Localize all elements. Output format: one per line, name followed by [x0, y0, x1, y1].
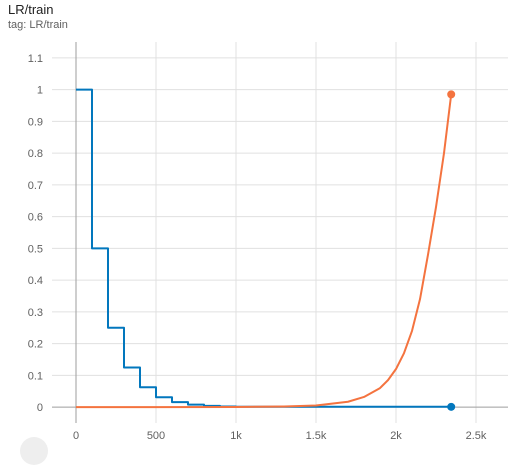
y-tick-label: 0.7: [28, 180, 43, 192]
series-line-2[interactable]: [76, 94, 453, 409]
series-end-marker-1[interactable]: [447, 402, 456, 411]
y-tick-label: 1: [37, 85, 43, 97]
x-tick-label: 2.5k: [466, 430, 487, 442]
corner-button[interactable]: [20, 437, 48, 465]
series-end-markers: [447, 90, 456, 411]
y-tick-label: 0.6: [28, 212, 43, 224]
y-tick-label: 0.3: [28, 307, 43, 319]
x-tick-label: 1.5k: [306, 430, 327, 442]
line-chart[interactable]: 0 0.1 0.2 0.3 0.4 0.5 0.6 0.7 0.8 0.9 1 1.1 0 500 1k 1…: [0, 0, 509, 449]
y-tick-label: 0.5: [28, 243, 43, 255]
axes: [52, 42, 508, 423]
x-tick-label: 0: [73, 430, 79, 442]
grid-lines: [52, 42, 508, 423]
x-tick-label: 2k: [390, 430, 402, 442]
x-axis-tick-labels: 0 500 1k 1.5k 2k 2.5k: [73, 430, 487, 442]
series-lines: [76, 88, 453, 409]
chart-subtitle: tag: LR/train: [8, 19, 68, 31]
y-axis-tick-labels: 0 0.1 0.2 0.3 0.4 0.5 0.6 0.7 0.8 0.9 1 1.1: [28, 53, 43, 414]
y-tick-label: 0.1: [28, 370, 43, 382]
y-tick-label: 0.4: [28, 275, 43, 287]
chart-title: LR/train: [8, 2, 54, 17]
series-end-marker-2[interactable]: [447, 90, 456, 99]
x-tick-label: 1k: [230, 430, 242, 442]
y-tick-label: 0.8: [28, 148, 43, 160]
y-tick-label: 0.2: [28, 339, 43, 351]
y-tick-label: 1.1: [28, 53, 43, 65]
y-tick-label: 0.9: [28, 116, 43, 128]
y-tick-label: 0: [37, 402, 43, 414]
x-tick-label: 500: [147, 430, 165, 442]
